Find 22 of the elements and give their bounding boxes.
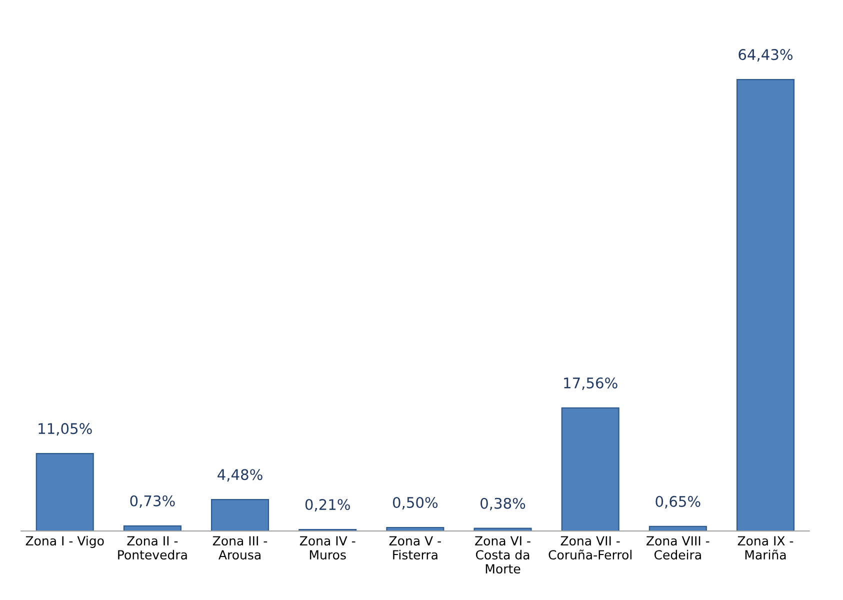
data-label: 11,05%	[38, 423, 92, 436]
x-tick-label: Zona VIII - Cedeira	[646, 536, 710, 560]
x-tick-label: Zona VI - Costa da Morte	[475, 536, 530, 574]
x-tick-label: Zona I - Vigo	[26, 536, 104, 548]
x-tick-label: Zona V - Fisterra	[389, 536, 441, 560]
data-label: 17,56%	[564, 377, 618, 390]
data-label: 0,50%	[392, 496, 438, 510]
x-tick-label: Zona IX - Mariña	[738, 536, 794, 560]
bar	[561, 407, 620, 531]
x-tick-label: Zona III - Arousa	[212, 536, 268, 560]
data-label: 0,65%	[656, 496, 700, 508]
data-label: 64,43%	[738, 49, 792, 62]
data-label: 4,48%	[218, 469, 262, 482]
data-label: 0,38%	[480, 498, 526, 510]
x-tick-label: Zona IV - Muros	[300, 536, 356, 560]
data-label: 0,73%	[130, 495, 175, 508]
bar	[211, 499, 270, 531]
x-tick-label: Zona VII - Coruña-Ferrol	[548, 536, 632, 560]
bar	[736, 79, 795, 531]
bar	[36, 453, 94, 531]
x-tick-label: Zona II - Pontevedra	[118, 536, 187, 560]
data-label: 0,21%	[305, 499, 350, 512]
